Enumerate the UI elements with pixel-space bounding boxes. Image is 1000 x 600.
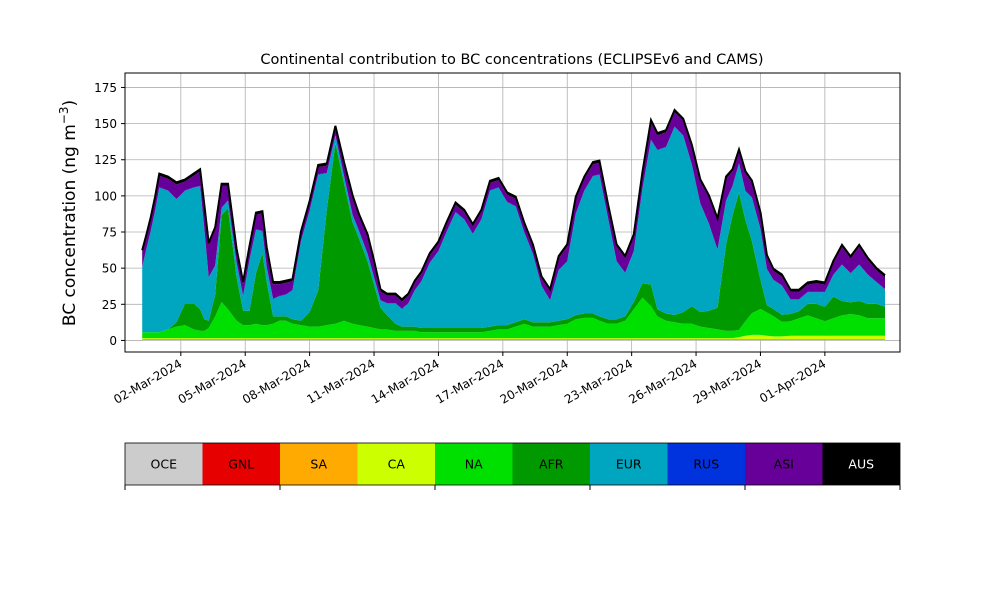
legend-swatch-na (435, 443, 513, 485)
x-tick-label-22: 23-Mar-2024 (562, 356, 635, 406)
y-tick-label-100: 100 (94, 189, 117, 203)
plot-frame (124, 72, 901, 353)
y-tick-label-150: 150 (94, 117, 117, 131)
y-tick-label-75: 75 (102, 226, 117, 240)
y-tick-label-50: 50 (102, 262, 117, 276)
x-tick-label-4: 05-Mar-2024 (176, 356, 249, 406)
legend-label-aus: AUS (848, 457, 874, 472)
x-tick-label-1: 02-Mar-2024 (111, 356, 184, 406)
legend-label-ca: CA (388, 457, 406, 472)
x-tick-label-25: 26-Mar-2024 (626, 356, 699, 406)
legend-label-gnl: GNL (228, 457, 254, 472)
total-concentration-line (141, 108, 886, 301)
legend-label-na: NA (465, 457, 483, 472)
y-tick-label-175: 175 (94, 81, 117, 95)
legend-swatch-afr (512, 443, 590, 485)
legend-swatch-asi (745, 443, 823, 485)
legend-swatch-aus (822, 443, 900, 485)
x-tick-label-7: 08-Mar-2024 (240, 356, 313, 406)
x-axis: 02-Mar-202405-Mar-202408-Mar-202411-Mar-… (111, 352, 828, 407)
y-tick-label-0: 0 (109, 334, 117, 348)
legend-label-afr: AFR (539, 457, 564, 472)
x-tick-label-13: 14-Mar-2024 (369, 356, 442, 406)
legend-label-eur: EUR (616, 457, 642, 472)
legend-label-oce: OCE (151, 457, 178, 472)
legend-swatch-eur (590, 443, 668, 485)
legend-swatch-ca (357, 443, 435, 485)
area-afr (142, 143, 885, 333)
y-axis: 0 25 50 75 100 125 150 175 (94, 81, 125, 348)
chart-title: Continental contribution to BC concentra… (260, 52, 763, 68)
x-tick-label-10: 11-Mar-2024 (304, 356, 377, 406)
y-axis-label-superscript: −3 (57, 106, 71, 124)
y-tick-label-25: 25 (102, 298, 117, 312)
legend-swatch-rus (667, 443, 745, 485)
area-ca (142, 334, 885, 340)
y-tick-label-125: 125 (94, 153, 117, 167)
x-tick-label-31: 01-Apr-2024 (757, 356, 828, 405)
x-tick-label-28: 29-Mar-2024 (691, 356, 764, 406)
legend-swatch-oce (125, 443, 203, 485)
area-na (142, 297, 885, 339)
legend-frame (124, 442, 901, 486)
x-tick-label-16: 17-Mar-2024 (433, 356, 506, 406)
x-tick-label-19: 20-Mar-2024 (498, 356, 571, 406)
y-axis-label: BC concentration (ng m−3) (57, 100, 80, 326)
legend-label-rus: RUS (693, 457, 719, 472)
total-outline (141, 108, 886, 301)
area-eur (142, 127, 885, 333)
legend-label-sa: SA (310, 457, 327, 472)
legend: OCE GNL SA CA NA AFR EUR RUS ASI AUS (124, 442, 901, 490)
legend-label-asi: ASI (774, 457, 794, 472)
legend-swatch-gnl (202, 443, 280, 485)
legend-swatch-sa (280, 443, 358, 485)
